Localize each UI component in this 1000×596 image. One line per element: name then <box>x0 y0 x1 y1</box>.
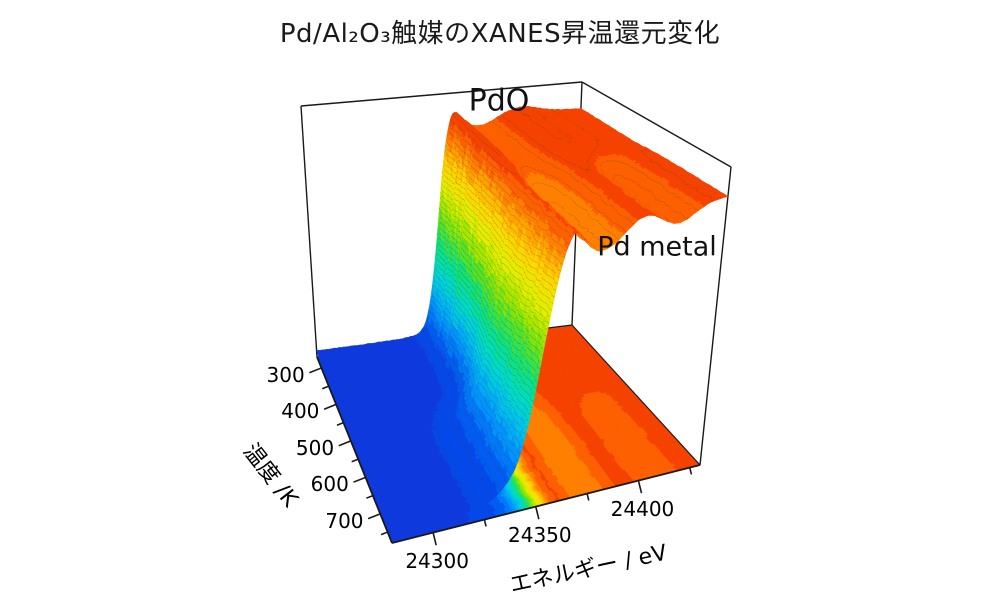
temp-tick-label-400: 400 <box>281 399 320 424</box>
temp-tick-label-700: 700 <box>325 508 364 533</box>
temp-tick-label-300: 300 <box>266 362 305 387</box>
energy-tick-label-24350: 24350 <box>508 523 572 548</box>
chart-title: Pd/Al₂O₃触媒のXANES昇温還元変化 <box>279 19 721 49</box>
energy-tick-label-24300: 24300 <box>405 549 469 574</box>
temp-tick-label-600: 600 <box>310 472 349 497</box>
energy-tick-label-24400: 24400 <box>610 497 675 522</box>
temp-tick-label-500: 500 <box>295 435 335 460</box>
annotation-pd-metal: Pd metal <box>597 231 717 263</box>
annotation-pdo: PdO <box>468 83 530 119</box>
